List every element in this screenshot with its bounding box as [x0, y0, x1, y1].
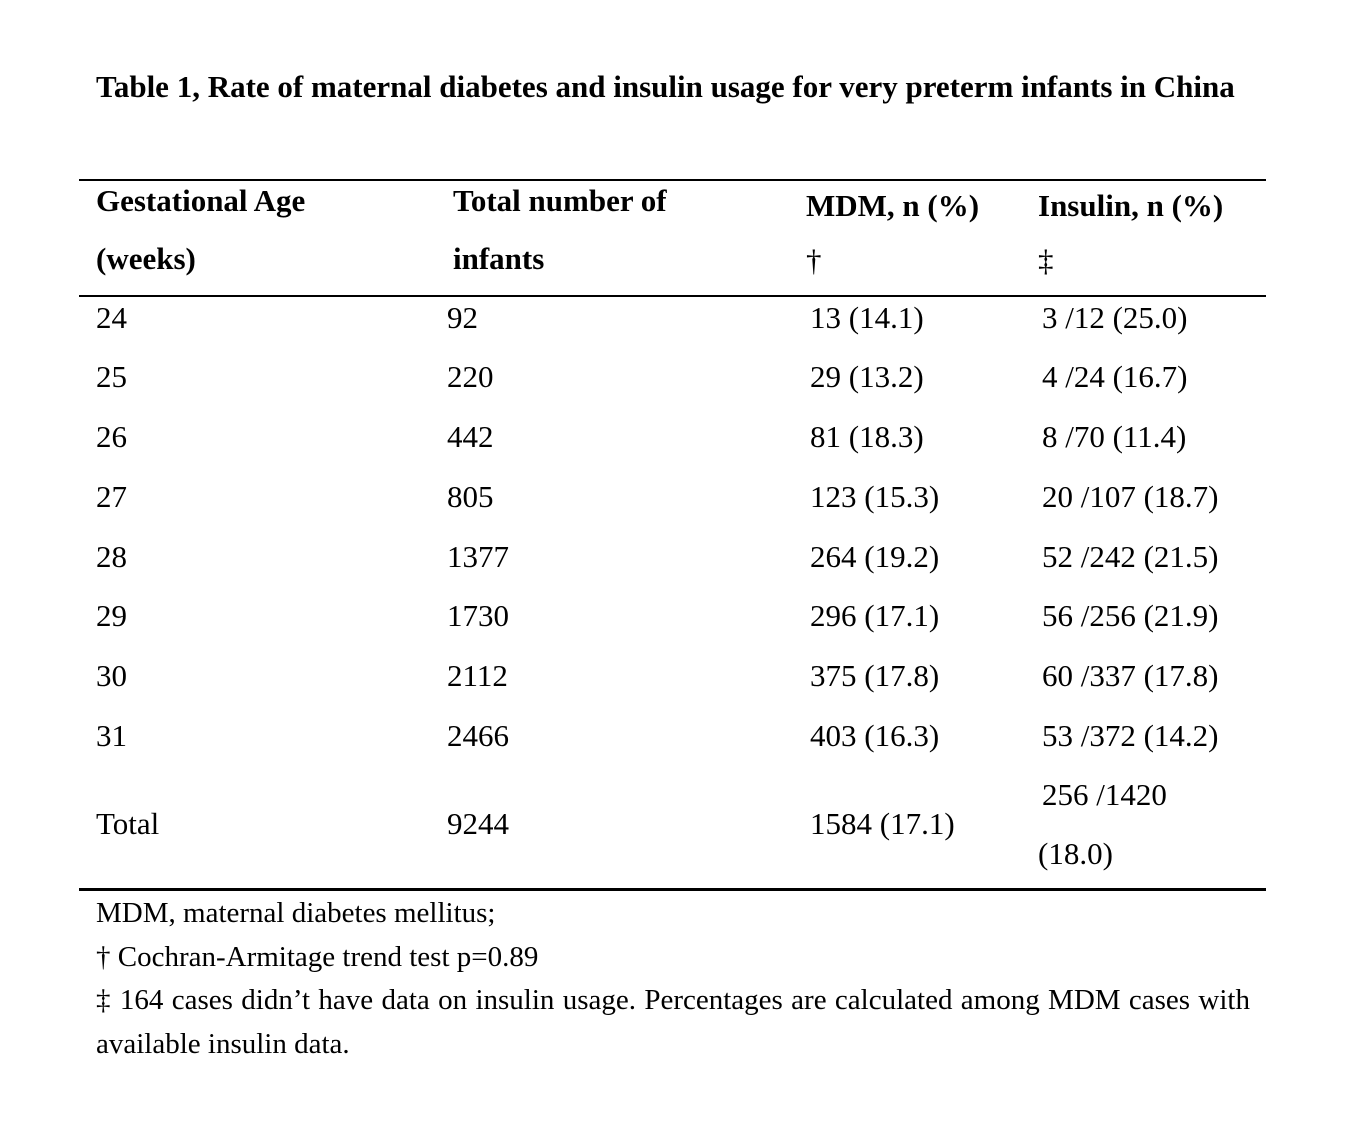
cell-total-insulin-pct: (18.0) [1038, 836, 1113, 871]
cell-gestational-age: 28 [96, 539, 127, 574]
header-total-infants: Total number of [453, 183, 667, 218]
table-row: 29 1730 296 (17.1) 56 /256 (21.9) [0, 587, 1345, 645]
header-insulin-ddagger: ‡ [1038, 243, 1054, 278]
cell-mdm: 264 (19.2) [810, 539, 940, 574]
cell-insulin: 4 /24 (16.7) [1042, 359, 1188, 394]
cell-total: 2112 [447, 658, 508, 693]
table-top-rule [79, 179, 1266, 181]
cell-gestational-age: 30 [96, 658, 127, 693]
header-mdm: MDM, n (%) [806, 188, 980, 223]
table-row: 27 805 123 (15.3) 20 /107 (18.7) [0, 468, 1345, 526]
cell-gestational-age: 31 [96, 718, 127, 753]
table-row: 26 442 81 (18.3) 8 /70 (11.4) [0, 408, 1345, 466]
table-footnotes: MDM, maternal diabetes mellitus; † Cochr… [96, 892, 1250, 1066]
cell-gestational-age: 25 [96, 359, 127, 394]
cell-total-mdm: 1584 (17.1) [810, 806, 955, 841]
cell-total-label: Total [96, 806, 160, 841]
footnote-abbreviation: MDM, maternal diabetes mellitus; [96, 897, 496, 929]
cell-total: 92 [447, 300, 478, 335]
table-header-rule [79, 295, 1266, 297]
header-total-infants-line2: infants [453, 241, 545, 276]
table-row: 31 2466 403 (16.3) 53 /372 (14.2) [0, 707, 1345, 765]
cell-insulin: 3 /12 (25.0) [1042, 300, 1188, 335]
cell-gestational-age: 24 [96, 300, 127, 335]
cell-total-insulin: 256 /1420 [1042, 777, 1167, 812]
cell-total: 2466 [447, 718, 509, 753]
cell-gestational-age: 27 [96, 479, 127, 514]
table-row: 25 220 29 (13.2) 4 /24 (16.7) [0, 348, 1345, 406]
cell-mdm: 29 (13.2) [810, 359, 924, 394]
table-row: 28 1377 264 (19.2) 52 /242 (21.5) [0, 528, 1345, 586]
table-bottom-rule [79, 888, 1266, 891]
cell-mdm: 296 (17.1) [810, 598, 940, 633]
table-title: Table 1, Rate of maternal diabetes and i… [96, 69, 1235, 104]
header-gestational-age: Gestational Age [96, 183, 306, 218]
cell-total: 220 [447, 359, 494, 394]
cell-insulin: 52 /242 (21.5) [1042, 539, 1219, 574]
cell-gestational-age: 29 [96, 598, 127, 633]
cell-total: 442 [447, 419, 494, 454]
header-mdm-dagger: † [806, 243, 822, 278]
cell-total: 1730 [447, 598, 509, 633]
cell-total: 805 [447, 479, 494, 514]
cell-mdm: 13 (14.1) [810, 300, 924, 335]
cell-mdm: 375 (17.8) [810, 658, 940, 693]
cell-insulin: 8 /70 (11.4) [1042, 419, 1187, 454]
cell-insulin: 60 /337 (17.8) [1042, 658, 1219, 693]
cell-mdm: 123 (15.3) [810, 479, 940, 514]
cell-insulin: 53 /372 (14.2) [1042, 718, 1219, 753]
cell-total: 1377 [447, 539, 509, 574]
table-row: 24 92 13 (14.1) 3 /12 (25.0) [0, 289, 1345, 347]
cell-mdm: 403 (16.3) [810, 718, 940, 753]
table-row: 30 2112 375 (17.8) 60 /337 (17.8) [0, 647, 1345, 705]
footnote-double-dagger: ‡ 164 cases didn’t have data on insulin … [96, 984, 1250, 1060]
cell-insulin: 20 /107 (18.7) [1042, 479, 1219, 514]
cell-gestational-age: 26 [96, 419, 127, 454]
cell-insulin: 56 /256 (21.9) [1042, 598, 1219, 633]
header-insulin: Insulin, n (%) [1038, 188, 1224, 223]
header-gestational-age-unit: (weeks) [96, 241, 196, 276]
cell-mdm: 81 (18.3) [810, 419, 924, 454]
footnote-dagger: † Cochran-Armitage trend test p=0.89 [96, 940, 539, 973]
cell-total-infants: 9244 [447, 806, 509, 841]
